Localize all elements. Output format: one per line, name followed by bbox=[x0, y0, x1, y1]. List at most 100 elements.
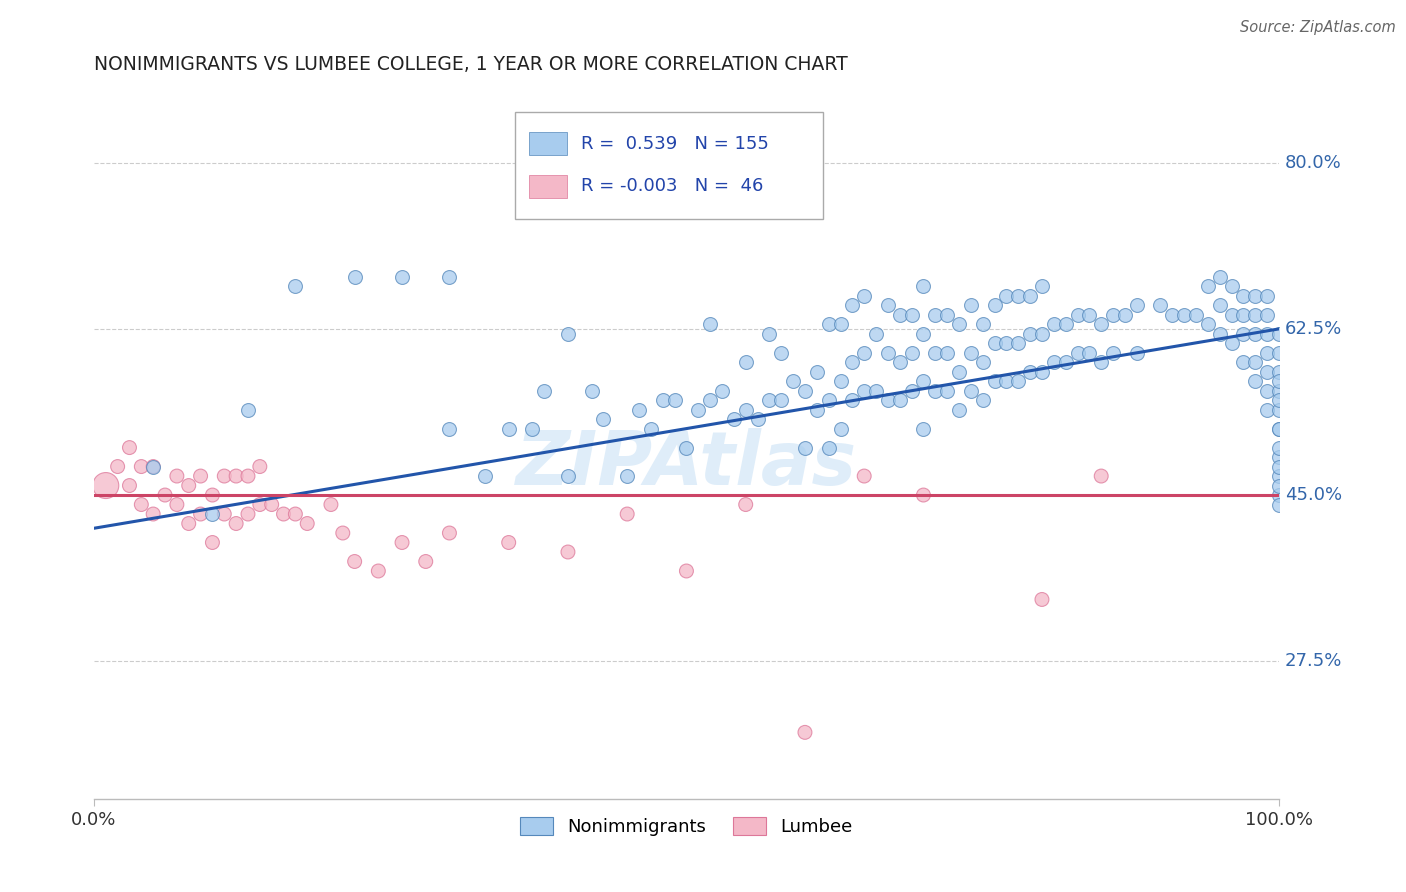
Point bbox=[688, 402, 710, 417]
Point bbox=[794, 725, 817, 739]
Point bbox=[214, 469, 236, 483]
Point bbox=[995, 288, 1018, 302]
Point bbox=[1268, 498, 1291, 512]
Point bbox=[1256, 384, 1278, 398]
Point bbox=[1007, 336, 1029, 351]
Point bbox=[522, 421, 544, 435]
Point bbox=[1066, 308, 1088, 322]
Point bbox=[297, 516, 319, 531]
Point bbox=[972, 355, 994, 369]
Point bbox=[877, 298, 900, 312]
Point bbox=[1197, 317, 1219, 331]
Point bbox=[912, 421, 935, 435]
Point bbox=[1126, 298, 1149, 312]
Point bbox=[1043, 317, 1066, 331]
Point bbox=[924, 384, 946, 398]
Point bbox=[782, 374, 804, 388]
Point bbox=[853, 288, 876, 302]
Point bbox=[770, 393, 793, 408]
Text: R = -0.003   N =  46: R = -0.003 N = 46 bbox=[581, 178, 763, 195]
Point bbox=[936, 384, 959, 398]
Point bbox=[273, 507, 295, 521]
Legend: Nonimmigrants, Lumbee: Nonimmigrants, Lumbee bbox=[513, 809, 859, 843]
Point bbox=[900, 308, 922, 322]
Point bbox=[912, 326, 935, 341]
Point bbox=[853, 384, 876, 398]
Point bbox=[972, 317, 994, 331]
Point bbox=[1232, 288, 1254, 302]
Point bbox=[616, 507, 638, 521]
Point bbox=[628, 402, 651, 417]
Point bbox=[190, 469, 212, 483]
Point bbox=[236, 402, 259, 417]
Point bbox=[841, 298, 863, 312]
Point bbox=[1078, 308, 1101, 322]
Point bbox=[900, 384, 922, 398]
Point bbox=[1126, 345, 1149, 359]
Point bbox=[675, 441, 697, 455]
Point bbox=[912, 374, 935, 388]
Point bbox=[225, 516, 247, 531]
Point bbox=[1209, 298, 1232, 312]
Point bbox=[581, 384, 603, 398]
Point bbox=[983, 298, 1005, 312]
Point bbox=[1244, 308, 1267, 322]
Text: 27.5%: 27.5% bbox=[1285, 652, 1343, 670]
Point bbox=[142, 459, 165, 474]
Point bbox=[675, 564, 697, 578]
Point bbox=[1256, 308, 1278, 322]
Point bbox=[1256, 345, 1278, 359]
Point bbox=[699, 393, 721, 408]
Point bbox=[1019, 326, 1042, 341]
Point bbox=[1114, 308, 1136, 322]
Point bbox=[1256, 402, 1278, 417]
Point bbox=[1268, 478, 1291, 492]
Point bbox=[806, 365, 828, 379]
Point bbox=[260, 498, 283, 512]
Point bbox=[1031, 279, 1053, 293]
Point bbox=[995, 336, 1018, 351]
Point bbox=[1173, 308, 1195, 322]
Point bbox=[415, 554, 437, 568]
Point bbox=[1268, 402, 1291, 417]
Point bbox=[1268, 459, 1291, 474]
Point bbox=[1102, 308, 1125, 322]
Point bbox=[1149, 298, 1171, 312]
Point bbox=[983, 374, 1005, 388]
Point bbox=[1268, 421, 1291, 435]
Point bbox=[1232, 355, 1254, 369]
Point bbox=[1268, 374, 1291, 388]
Point bbox=[900, 345, 922, 359]
Point bbox=[201, 535, 224, 549]
Point bbox=[948, 317, 970, 331]
Point bbox=[1268, 469, 1291, 483]
Point bbox=[284, 507, 307, 521]
Point bbox=[391, 269, 413, 284]
Point bbox=[1268, 450, 1291, 464]
Point bbox=[236, 507, 259, 521]
Point bbox=[319, 498, 342, 512]
Point bbox=[1066, 345, 1088, 359]
Point bbox=[1256, 326, 1278, 341]
Point bbox=[225, 469, 247, 483]
Point bbox=[924, 308, 946, 322]
Point bbox=[734, 355, 756, 369]
Point bbox=[201, 488, 224, 502]
Point bbox=[1054, 355, 1077, 369]
Point bbox=[557, 545, 579, 559]
Point bbox=[1232, 308, 1254, 322]
FancyBboxPatch shape bbox=[529, 175, 567, 198]
Point bbox=[533, 384, 555, 398]
Point bbox=[1054, 317, 1077, 331]
Point bbox=[664, 393, 686, 408]
Point bbox=[1007, 288, 1029, 302]
Point bbox=[1268, 365, 1291, 379]
Point bbox=[1244, 326, 1267, 341]
Point bbox=[439, 526, 461, 541]
Point bbox=[343, 269, 366, 284]
Text: Source: ZipAtlas.com: Source: ZipAtlas.com bbox=[1240, 20, 1396, 35]
Point bbox=[332, 526, 354, 541]
Text: 80.0%: 80.0% bbox=[1285, 153, 1341, 172]
Point bbox=[1268, 345, 1291, 359]
Point bbox=[1090, 355, 1112, 369]
